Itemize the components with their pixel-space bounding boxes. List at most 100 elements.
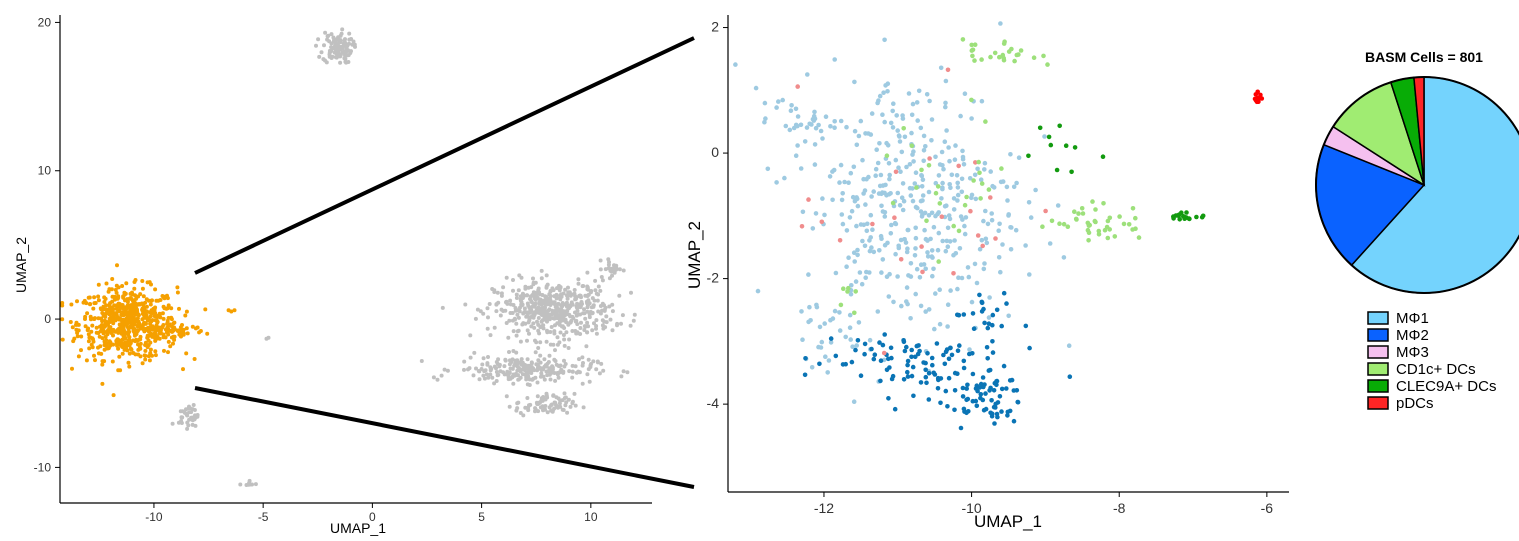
zoom-point xyxy=(966,274,972,280)
zoom-point xyxy=(973,160,978,165)
overview-point xyxy=(187,417,192,422)
overview-point xyxy=(592,298,597,303)
zoom-point xyxy=(934,341,940,346)
overview-point xyxy=(184,412,189,416)
zoom-point xyxy=(905,246,910,251)
zoom-point xyxy=(960,37,966,42)
zoom-point xyxy=(917,275,923,280)
overview-point xyxy=(528,307,533,312)
zoom-point xyxy=(913,291,918,297)
overview-point xyxy=(494,366,498,371)
zoom-point xyxy=(984,345,990,350)
overview-point xyxy=(92,316,97,321)
overview-point xyxy=(140,306,145,311)
zoom-point xyxy=(1066,343,1072,349)
zoom-point xyxy=(832,125,837,130)
overview-point xyxy=(580,355,585,360)
overview-point xyxy=(525,357,530,362)
zoom-point xyxy=(844,264,849,270)
zoom-point xyxy=(982,160,988,166)
overview-point xyxy=(594,324,599,328)
overview-point xyxy=(551,342,556,347)
pie-outline xyxy=(1315,76,1519,294)
overview-point xyxy=(561,309,566,314)
zoom-point xyxy=(817,361,822,367)
zoom-point xyxy=(980,397,986,403)
overview-point xyxy=(593,278,598,283)
zoom-point xyxy=(955,348,961,354)
overview-point xyxy=(536,409,541,414)
overview-point xyxy=(582,307,586,312)
overview-point xyxy=(570,363,575,368)
overview-point xyxy=(526,408,531,413)
overview-point xyxy=(560,324,565,329)
zoom-point xyxy=(929,355,935,361)
zoom-point xyxy=(882,332,887,337)
overview-point xyxy=(143,353,148,358)
overview-point xyxy=(185,331,190,336)
zoom-point xyxy=(944,238,950,244)
zoom-point xyxy=(1181,214,1186,219)
zoom-point xyxy=(1112,234,1118,239)
overview-point xyxy=(185,426,190,431)
overview-point xyxy=(74,327,79,332)
overview-point xyxy=(585,309,590,314)
overview-point xyxy=(563,287,568,292)
overview-point xyxy=(628,323,633,328)
overview-point xyxy=(495,290,500,295)
zoom-point xyxy=(839,197,845,203)
zoom-point xyxy=(858,118,864,124)
zoom-point xyxy=(878,233,884,239)
zoom-point xyxy=(983,391,988,396)
zoom-point xyxy=(884,153,890,158)
overview-point xyxy=(147,310,152,315)
zoom-point xyxy=(863,275,868,281)
overview-point xyxy=(342,49,347,54)
zoom-point xyxy=(1184,210,1189,215)
zoom-y-tick-label: -4 xyxy=(707,395,720,411)
zoom-point xyxy=(803,356,808,361)
overview-point xyxy=(177,306,181,311)
overview-point xyxy=(545,328,549,333)
overview-point xyxy=(517,309,522,314)
zoom-point xyxy=(879,270,884,275)
zoom-point xyxy=(753,85,759,91)
overview-point xyxy=(329,45,334,50)
zoom-point xyxy=(812,109,817,115)
zoom-point xyxy=(774,105,779,110)
overview-point xyxy=(621,268,626,273)
overview-point xyxy=(86,326,91,331)
zoom-point xyxy=(967,176,973,181)
zoom-point xyxy=(945,225,951,231)
zoom-point xyxy=(813,125,819,131)
overview-point xyxy=(494,360,499,364)
zoom-point xyxy=(895,190,901,196)
zoom-point xyxy=(953,143,958,148)
overview-point xyxy=(117,317,122,322)
zoom-point xyxy=(914,266,920,272)
zoom-point xyxy=(994,307,1000,313)
overview-point xyxy=(600,318,605,323)
overview-point xyxy=(322,43,326,48)
zoom-point xyxy=(952,157,958,162)
overview-point xyxy=(60,337,65,342)
overview-point xyxy=(523,286,528,291)
zoom-point xyxy=(896,165,901,170)
zoom-point xyxy=(914,343,920,349)
zoom-point xyxy=(828,336,834,341)
zoom-point xyxy=(885,89,890,94)
zoom-point xyxy=(955,312,960,318)
overview-point xyxy=(549,325,554,329)
zoom-point xyxy=(985,325,991,331)
zoom-point xyxy=(885,81,891,86)
overview-point xyxy=(521,413,526,418)
zoom-point xyxy=(818,128,824,134)
zoom-point xyxy=(978,392,984,397)
overview-y-tick-label: -10 xyxy=(34,460,52,474)
overview-point xyxy=(529,285,534,290)
overview-point xyxy=(513,308,518,313)
overview-point xyxy=(486,315,490,320)
zoom-point xyxy=(874,147,879,152)
overview-point xyxy=(132,286,137,291)
overview-point xyxy=(125,331,130,336)
